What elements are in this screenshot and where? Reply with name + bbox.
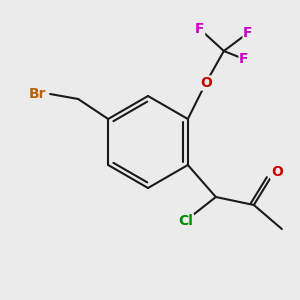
Text: F: F [243, 26, 253, 40]
Text: Br: Br [29, 87, 46, 101]
Text: Cl: Cl [178, 214, 193, 228]
Text: O: O [271, 165, 283, 179]
Text: F: F [195, 22, 205, 36]
Text: F: F [239, 52, 249, 66]
Text: O: O [200, 76, 212, 90]
